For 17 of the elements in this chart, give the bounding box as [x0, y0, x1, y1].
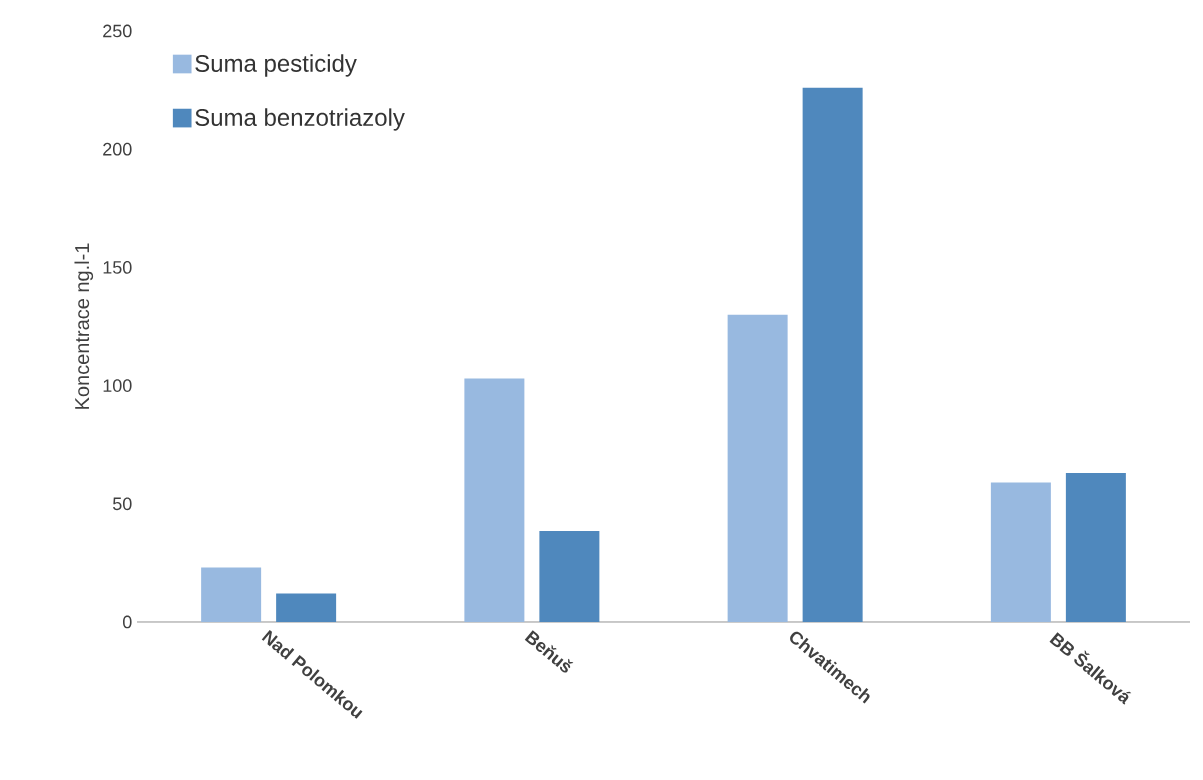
y-tick-label: 100 [103, 379, 132, 392]
bar [539, 530, 600, 622]
y-tick-label: 150 [103, 261, 132, 274]
bar [990, 482, 1051, 622]
y-tick-label: 50 [112, 497, 132, 511]
bar [1065, 473, 1126, 622]
legend-label: Suma pesticidy [195, 54, 357, 77]
bar [464, 378, 525, 622]
bar [276, 593, 337, 622]
y-tick-label: 200 [103, 142, 132, 156]
y-tick-label: 0 [123, 615, 132, 629]
y-axis-title: Koncentrace ng.l-1 [74, 243, 94, 409]
bar [727, 314, 788, 622]
legend-label: Suma benzotriazoly [195, 108, 405, 131]
bar [802, 87, 863, 622]
y-tick-label: 250 [103, 24, 132, 38]
bar [201, 567, 262, 622]
